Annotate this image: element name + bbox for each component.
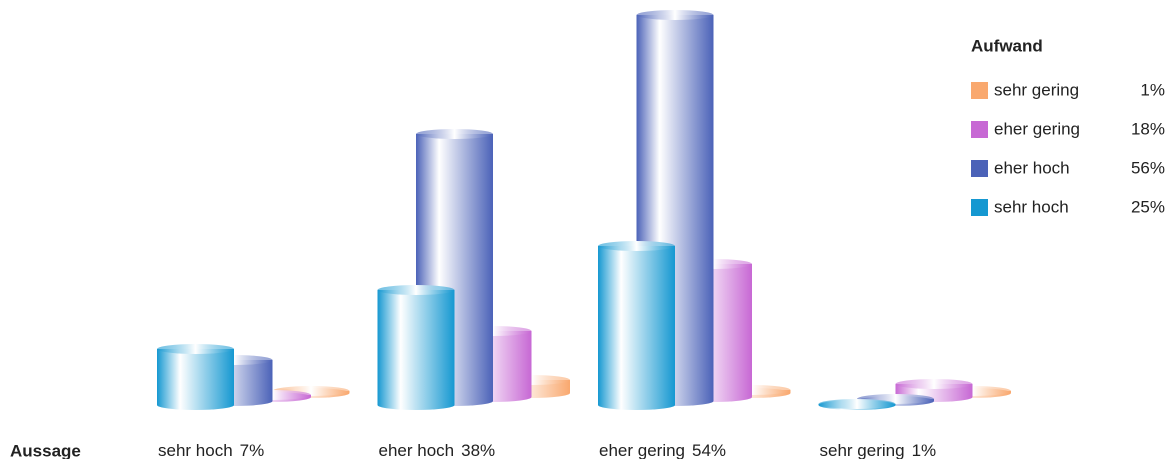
legend-swatch <box>971 160 988 177</box>
bar <box>377 285 455 410</box>
bar-top <box>636 10 714 20</box>
bar <box>818 399 896 410</box>
bar-top <box>416 129 493 139</box>
legend-share: 56% <box>1131 158 1165 177</box>
category-name: sehr gering <box>820 441 905 459</box>
bar-base <box>157 400 234 410</box>
legend-share: 25% <box>1131 197 1165 216</box>
bar-top <box>377 285 455 295</box>
bar-body <box>157 349 234 405</box>
x-tick-label: eher hoch 38% <box>379 441 496 459</box>
bar-top <box>157 344 234 354</box>
category-share: 54% <box>692 441 726 459</box>
bar-top <box>895 379 973 389</box>
legend-share: 1% <box>1140 80 1165 99</box>
bar-base <box>598 400 675 410</box>
category-name: eher gering <box>599 441 685 459</box>
legend-title: Aufwand <box>971 36 1043 55</box>
legend-label: sehr gering <box>994 80 1079 99</box>
category-share: 1% <box>912 441 937 459</box>
bar-top <box>818 399 896 409</box>
legend-label: eher gering <box>994 119 1080 138</box>
x-tick-label: sehr gering 1% <box>820 441 937 459</box>
category-name: sehr hoch <box>158 441 233 459</box>
x-tick-label: sehr hoch 7% <box>158 441 264 459</box>
category-name: eher hoch <box>379 441 455 459</box>
category-share: 38% <box>461 441 495 459</box>
bar-body <box>377 290 455 405</box>
bar-body <box>598 246 675 405</box>
bar-top <box>598 241 675 251</box>
legend-swatch <box>971 199 988 216</box>
legend-share: 18% <box>1131 119 1165 138</box>
x-axis-label: Aussage <box>10 441 81 459</box>
legend-label: eher hoch <box>994 158 1070 177</box>
legend-swatch <box>971 121 988 138</box>
category-share: 7% <box>240 441 265 459</box>
legend-swatch <box>971 82 988 99</box>
legend-label: sehr hoch <box>994 197 1069 216</box>
bar <box>598 241 675 410</box>
x-tick-label: eher gering 54% <box>599 441 726 459</box>
bar-base <box>377 400 455 410</box>
bar <box>157 344 234 410</box>
